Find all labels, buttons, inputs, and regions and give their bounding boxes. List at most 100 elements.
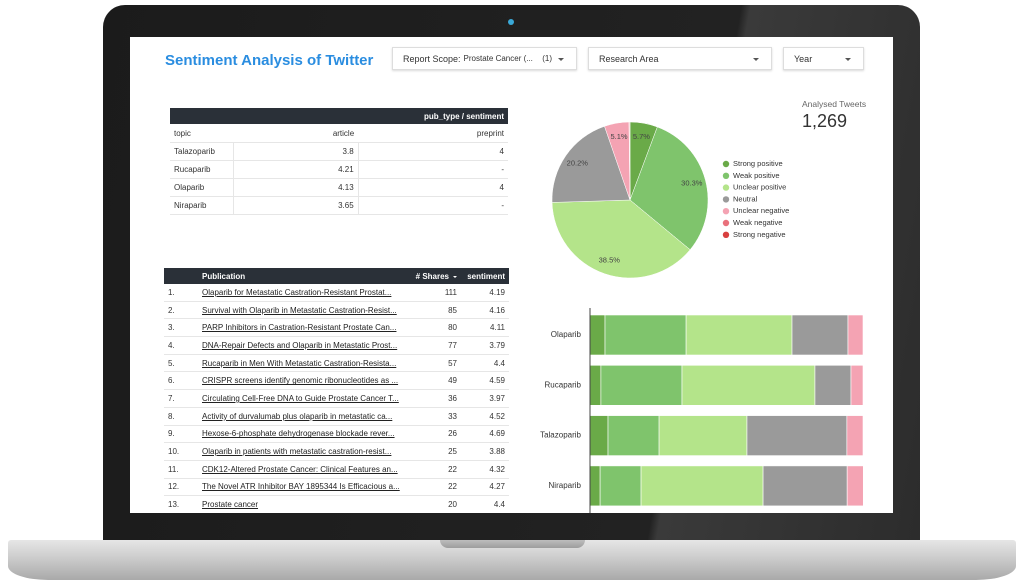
legend-label: Weak negative [733, 218, 782, 227]
header-row: Publication # Shares sentiment [164, 268, 509, 284]
table-cell: 5. [164, 354, 198, 373]
publication-link[interactable]: CRISPR screens identify genomic ribonucl… [198, 371, 411, 391]
pie-slice [551, 199, 691, 279]
table-cell: 25 [410, 442, 461, 461]
legend-swatch [722, 196, 730, 203]
bar-segment [762, 465, 848, 507]
table-row: 8. Activity of durvalumab plus olaparib i… [164, 407, 509, 426]
slice-label: 30.3% [681, 178, 703, 187]
table-cell: Talazoparib [170, 142, 233, 161]
scorecard-value: 1,269 [802, 111, 848, 131]
bar-segment [847, 314, 864, 356]
table-cell: 4 [358, 142, 508, 161]
publication-link[interactable]: Circulating Cell-Free DNA to Guide Prost… [198, 389, 411, 408]
table-cell: 4.11 [461, 318, 509, 338]
publication-link[interactable]: DNA-Repair Defects and Olaparib in Metas… [198, 336, 411, 355]
publication-link[interactable]: Rucaparib in Men With Metastatic Castrat… [198, 354, 411, 373]
pivot-table: pub_type / sentiment topic article preprint… [170, 108, 508, 215]
header-spacer [164, 268, 198, 284]
y-tick-label: Olaparib [551, 330, 582, 339]
table-cell: 4.19 [461, 284, 509, 302]
filter-value: Prostate Cancer (... [463, 54, 533, 63]
column-header: article [233, 124, 359, 143]
legend-label: Unclear positive [733, 183, 786, 192]
table-cell: 4. [164, 336, 198, 355]
filter-label: Year [794, 53, 813, 64]
dashboard-title: Sentiment Analysis of Twitter [165, 52, 374, 69]
bar-segment [604, 314, 687, 356]
table-cell: 3.65 [232, 196, 359, 215]
bar-segment [791, 314, 849, 356]
header-row: pub_type / sentiment [170, 108, 508, 124]
table-cell: 57 [410, 354, 461, 373]
column-header: sentiment [461, 268, 509, 284]
column-header: preprint [358, 124, 508, 143]
filter-label: Research Area [599, 53, 659, 64]
bar-segment [589, 364, 602, 406]
legend-swatch [722, 160, 730, 168]
bar-segment [685, 314, 793, 356]
publication-link[interactable]: The Novel ATR Inhibitor BAY 1895344 Is E… [198, 478, 411, 497]
filter-report-scope[interactable]: Report Scope: Prostate Cancer (... (1) [392, 47, 577, 70]
bar-segment [589, 465, 601, 507]
table-cell: 10. [164, 442, 198, 461]
table-row: Rucaparib 4.21- [170, 160, 508, 179]
column-header: topic [170, 124, 233, 143]
legend-swatch [722, 208, 730, 215]
filter-year[interactable]: Year [783, 47, 864, 70]
table-row: 6. CRISPR screens identify genomic ribonu… [164, 371, 509, 391]
filter-research-area[interactable]: Research Area [588, 47, 772, 70]
table-cell: 22 [410, 460, 461, 479]
table-row: 7. Circulating Cell-Free DNA to Guide Pro… [164, 389, 509, 408]
table-cell: 111 [410, 284, 461, 302]
table-cell: 77 [410, 336, 461, 355]
table-cell: 20 [410, 495, 461, 513]
legend-label: Weak positive [733, 171, 780, 180]
table-row: 1. Olaparib for Metastatic Castration-Res… [164, 284, 509, 302]
bar-segment [846, 465, 864, 507]
table-cell: Niraparib [170, 196, 233, 215]
table-cell: 3.88 [461, 442, 509, 461]
publication-link[interactable]: Prostate cancer [198, 495, 411, 513]
bar-segment [681, 364, 816, 406]
column-row: topic article preprint [170, 124, 508, 143]
legend-swatch [722, 184, 730, 191]
table-cell: 4.59 [461, 371, 509, 391]
table-cell: 4 [358, 178, 508, 197]
publication-link[interactable]: PARP Inhibitors in Castration-Resistant … [198, 318, 411, 338]
y-tick-label: Rucaparib [545, 380, 582, 389]
table-cell: 26 [410, 425, 461, 444]
publication-link[interactable]: Olaparib in patients with metastatic cas… [198, 442, 411, 461]
slice-label: 38.5% [599, 255, 621, 264]
table-cell: 11. [164, 460, 198, 479]
table-cell: 1. [164, 284, 198, 302]
pie-slice [551, 125, 631, 203]
legend-swatch [722, 231, 730, 238]
table-cell: 4.4 [461, 354, 509, 373]
column-header: Publication [198, 268, 411, 284]
table-cell: 4.16 [461, 301, 509, 320]
table-title: pub_type / sentiment [170, 108, 508, 124]
dashboard: Sentiment Analysis of Twitter Report Sco… [130, 37, 893, 513]
column-header[interactable]: # Shares [410, 268, 461, 284]
slice-label: 20.2% [567, 159, 589, 168]
publication-link[interactable]: Survival with Olaparib in Metastatic Cas… [198, 301, 411, 320]
laptop-notch [440, 540, 585, 548]
publication-link[interactable]: Hexose-6-phosphate dehydrogenase blockad… [198, 425, 411, 444]
table-row: Niraparib 3.65- [170, 196, 508, 215]
slice-label: 5.1% [610, 132, 627, 141]
webcam [508, 19, 514, 25]
table-cell: 3.97 [461, 389, 509, 408]
bar-segment [599, 465, 642, 507]
table-cell: 36 [410, 389, 461, 408]
table-cell: 3.8 [232, 142, 359, 161]
table-row: 2. Survival with Olaparib in Metastatic C… [164, 301, 509, 320]
legend-label: Neutral [733, 194, 758, 203]
publication-link[interactable]: CDK12-Altered Prostate Cancer: Clinical … [198, 460, 411, 479]
filter-count: (1) [542, 54, 552, 63]
publication-link[interactable]: Activity of durvalumab plus olaparib in … [198, 407, 411, 426]
bar-segment [814, 364, 852, 406]
publication-link[interactable]: Olaparib for Metastatic Castration-Resis… [198, 284, 411, 302]
bar-segment [640, 465, 764, 507]
table-cell: 2. [164, 301, 198, 320]
